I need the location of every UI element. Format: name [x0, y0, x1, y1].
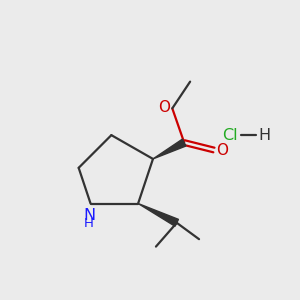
- Text: N: N: [83, 208, 95, 224]
- Text: H: H: [84, 217, 94, 230]
- Text: O: O: [216, 143, 228, 158]
- Polygon shape: [138, 203, 178, 226]
- Text: H: H: [258, 128, 271, 142]
- Text: Cl: Cl: [222, 128, 238, 142]
- Text: O: O: [158, 100, 170, 115]
- Polygon shape: [153, 139, 186, 159]
